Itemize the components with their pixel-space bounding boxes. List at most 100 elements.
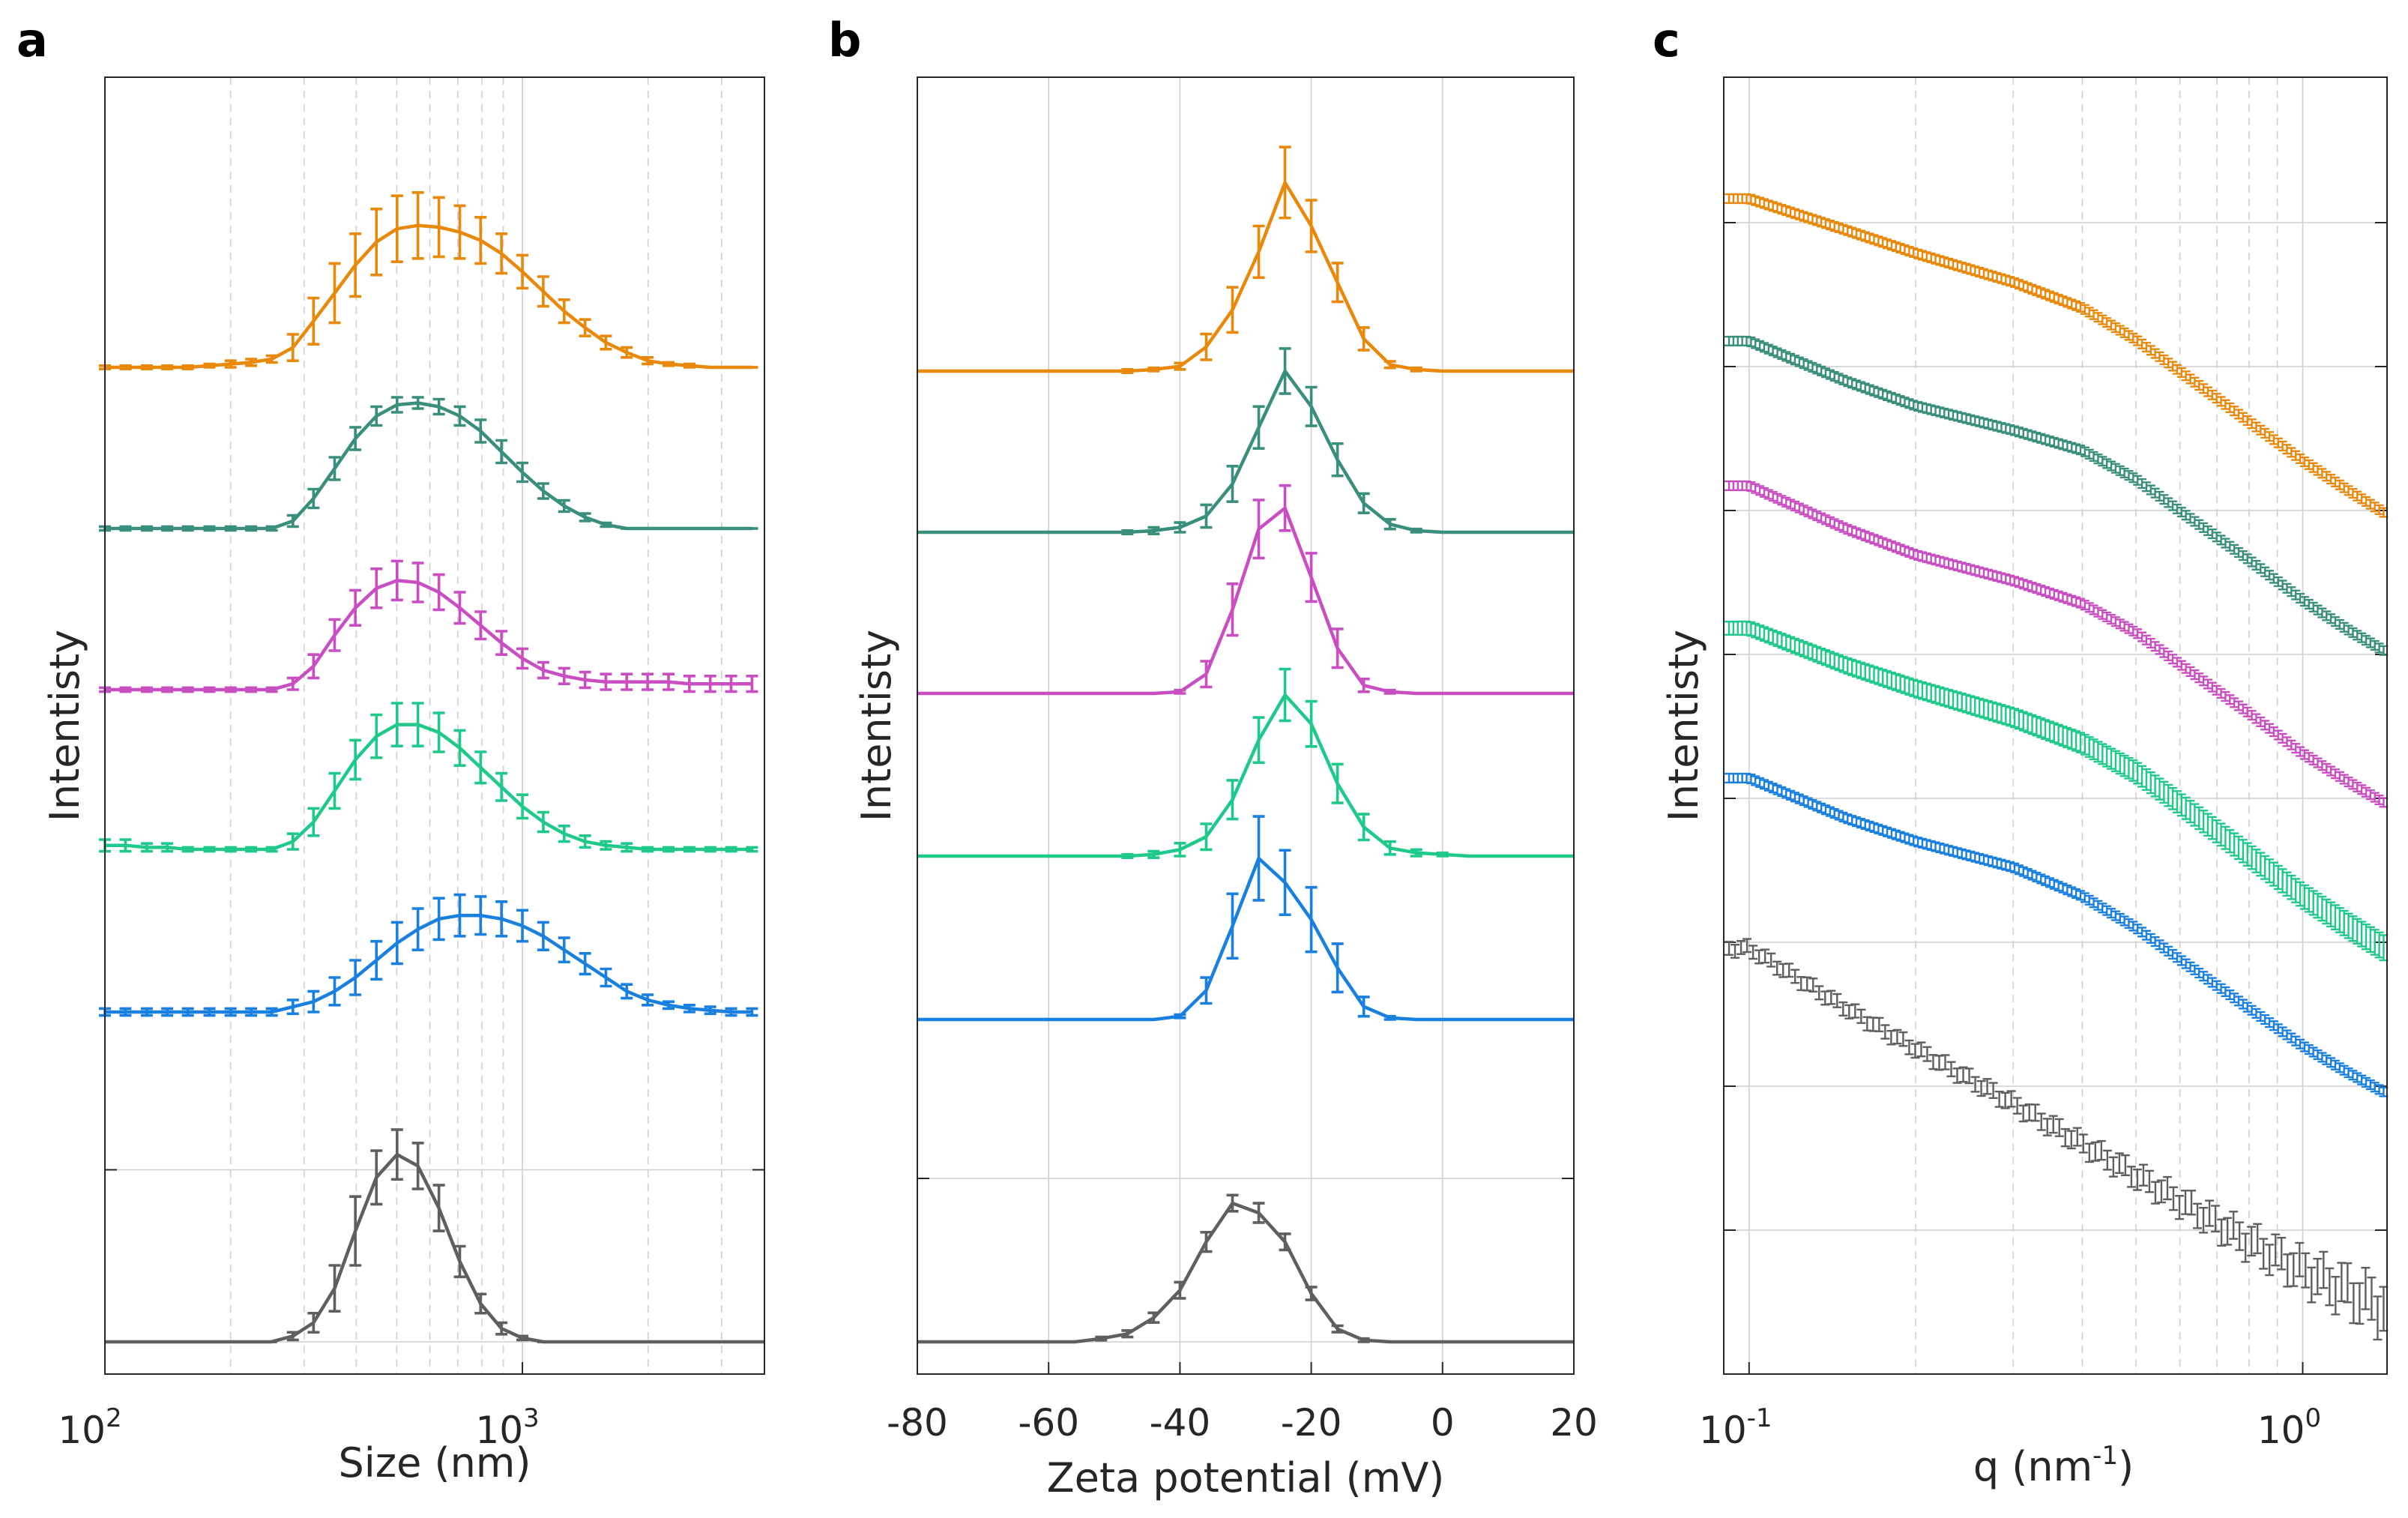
- data-point: [2185, 666, 2195, 677]
- data-point: [2164, 497, 2173, 508]
- data-point: [2370, 929, 2380, 956]
- data-point: [2343, 1262, 2353, 1304]
- plot-frame-c: [1723, 76, 2388, 1375]
- data-point: [2357, 784, 2367, 795]
- data-point: [2155, 644, 2164, 655]
- data-point: [2176, 660, 2186, 671]
- data-point: [2093, 454, 2103, 465]
- data-point: [2289, 1252, 2299, 1287]
- data-point: [2247, 1226, 2257, 1257]
- data-point: [2098, 743, 2107, 765]
- series-line-gray: [917, 1201, 1574, 1344]
- data-point: [2260, 720, 2270, 731]
- data-point: [2146, 637, 2155, 649]
- data-point: [2133, 335, 2143, 346]
- data-point: [2242, 1002, 2252, 1013]
- data-point: [2307, 1266, 2317, 1304]
- data-point: [2291, 589, 2301, 600]
- data-point: [2199, 675, 2209, 687]
- data-point: [2150, 348, 2160, 359]
- data-point: [2353, 630, 2362, 641]
- data-point: [2265, 431, 2275, 442]
- data-point: [2265, 723, 2275, 734]
- data-point: [2304, 752, 2314, 763]
- data-point: [2107, 319, 2116, 331]
- data-point: [2271, 1233, 2281, 1267]
- data-point: [2138, 1163, 2148, 1187]
- series-line-orange: [105, 223, 752, 370]
- series-line-magenta: [105, 579, 752, 692]
- data-point: [2247, 418, 2257, 430]
- data-point: [2207, 389, 2217, 400]
- data-point: [1988, 701, 1997, 722]
- data-point: [2365, 926, 2375, 954]
- data-point: [2325, 1267, 2335, 1307]
- data-point: [2247, 710, 2257, 721]
- series-line-magenta: [917, 506, 1574, 696]
- data-point: [1772, 960, 1782, 976]
- data-point: [2110, 616, 2120, 627]
- x-tick-exp: 3: [523, 1403, 540, 1433]
- data-point: [2365, 499, 2375, 510]
- data-point: [2269, 573, 2278, 584]
- data-point: [2119, 621, 2129, 632]
- data-point: [2299, 596, 2309, 607]
- data-point: [2133, 628, 2143, 639]
- data-point: [2234, 546, 2244, 558]
- data-point: [2027, 714, 2037, 735]
- data-point: [1856, 1008, 1866, 1024]
- data-point: [2247, 1005, 2257, 1016]
- x-tick-label: 0: [1431, 1401, 1455, 1445]
- data-point: [1970, 1076, 1980, 1093]
- x-ticks-c: 10-1 100: [1699, 1362, 2321, 1452]
- data-point: [2063, 726, 2072, 749]
- data-point: [2207, 528, 2217, 540]
- data-point: [1997, 704, 2006, 724]
- data-point: [1994, 1090, 2004, 1108]
- data-point: [2168, 948, 2178, 960]
- x-axis-title-c-close: ): [2118, 1443, 2134, 1490]
- data-point: [1733, 620, 1742, 636]
- series-orange: [1724, 193, 2389, 518]
- data-point: [2190, 516, 2200, 527]
- data-point: [1850, 1003, 1860, 1019]
- data-point: [2187, 1190, 2197, 1216]
- data-point: [2225, 540, 2235, 552]
- data-point: [1975, 697, 1985, 717]
- x-tick-exp: 2: [106, 1403, 122, 1433]
- data-point: [2000, 1091, 2010, 1109]
- series-blue: [1724, 772, 2389, 1097]
- data-point: [2313, 757, 2323, 768]
- data-point: [2102, 745, 2112, 768]
- x-tick-label: 102: [58, 1403, 121, 1452]
- data-point: [2374, 504, 2384, 515]
- data-point: [1900, 675, 1910, 694]
- data-point: [2370, 792, 2380, 803]
- data-point: [2194, 379, 2204, 391]
- data-point: [1988, 1082, 1998, 1099]
- data-point: [2322, 610, 2332, 621]
- data-point: [2234, 700, 2244, 711]
- series-gray: [917, 1193, 1574, 1344]
- data-point: [2036, 1112, 2046, 1131]
- data-point: [2353, 918, 2362, 945]
- data-point: [1733, 480, 1742, 492]
- series-line-blue: [105, 913, 752, 1014]
- data-point: [2308, 601, 2318, 612]
- data-point: [2230, 993, 2239, 1004]
- x-tick-label: -80: [887, 1401, 948, 1445]
- series-gray: [105, 1128, 764, 1344]
- data-point: [2098, 314, 2107, 325]
- data-point: [2238, 703, 2248, 714]
- data-point: [2119, 754, 2129, 777]
- data-point: [2060, 1127, 2070, 1148]
- data-point: [1826, 990, 1836, 1005]
- data-point: [2120, 1154, 2130, 1176]
- data-point: [2181, 510, 2191, 521]
- data-point: [2093, 312, 2103, 323]
- data-point: [2089, 604, 2098, 615]
- data-point: [2221, 399, 2230, 410]
- data-point: [2216, 983, 2226, 994]
- data-point: [2199, 1206, 2209, 1234]
- y-axis-title-b: Intentisty: [853, 630, 900, 822]
